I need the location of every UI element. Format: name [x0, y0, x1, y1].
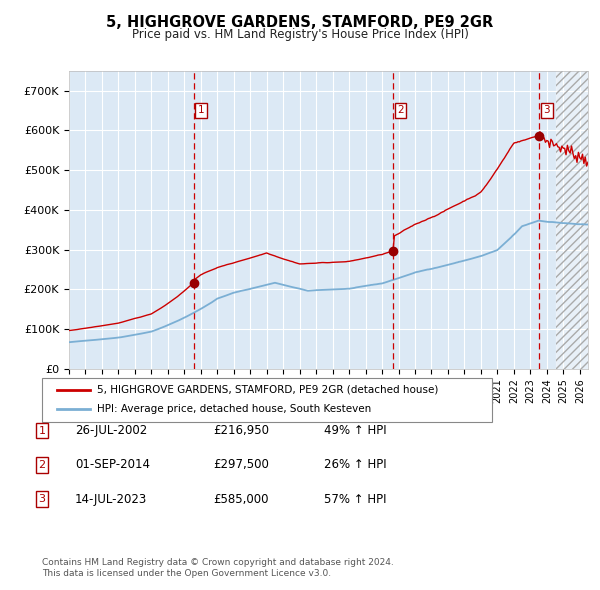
Text: Price paid vs. HM Land Registry's House Price Index (HPI): Price paid vs. HM Land Registry's House … — [131, 28, 469, 41]
Text: 5, HIGHGROVE GARDENS, STAMFORD, PE9 2GR (detached house): 5, HIGHGROVE GARDENS, STAMFORD, PE9 2GR … — [97, 385, 439, 395]
Text: HPI: Average price, detached house, South Kesteven: HPI: Average price, detached house, Sout… — [97, 405, 371, 414]
Text: £216,950: £216,950 — [213, 424, 269, 437]
Bar — [556, 71, 588, 369]
Text: 26% ↑ HPI: 26% ↑ HPI — [324, 458, 386, 471]
Bar — [556, 71, 588, 369]
Text: 1: 1 — [198, 105, 205, 115]
Text: 1: 1 — [38, 426, 46, 435]
Text: 14-JUL-2023: 14-JUL-2023 — [75, 493, 147, 506]
Text: 2: 2 — [397, 105, 404, 115]
Text: 3: 3 — [544, 105, 550, 115]
Text: This data is licensed under the Open Government Licence v3.0.: This data is licensed under the Open Gov… — [42, 569, 331, 578]
Text: £585,000: £585,000 — [213, 493, 269, 506]
Text: 2: 2 — [38, 460, 46, 470]
Text: 26-JUL-2002: 26-JUL-2002 — [75, 424, 147, 437]
Text: 3: 3 — [38, 494, 46, 504]
Text: Contains HM Land Registry data © Crown copyright and database right 2024.: Contains HM Land Registry data © Crown c… — [42, 558, 394, 566]
Text: 5, HIGHGROVE GARDENS, STAMFORD, PE9 2GR: 5, HIGHGROVE GARDENS, STAMFORD, PE9 2GR — [106, 15, 494, 30]
Text: 57% ↑ HPI: 57% ↑ HPI — [324, 493, 386, 506]
Text: £297,500: £297,500 — [213, 458, 269, 471]
Text: 49% ↑ HPI: 49% ↑ HPI — [324, 424, 386, 437]
Text: 01-SEP-2014: 01-SEP-2014 — [75, 458, 150, 471]
